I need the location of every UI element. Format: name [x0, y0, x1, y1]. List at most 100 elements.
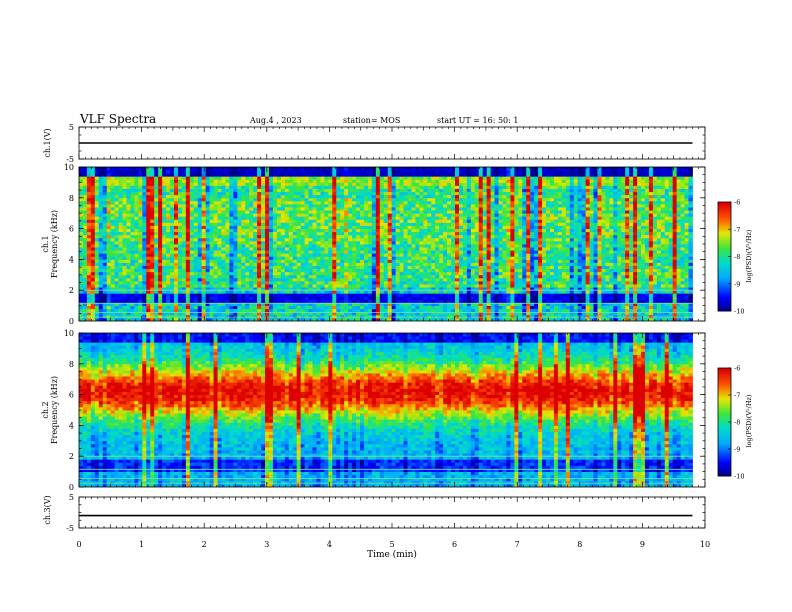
spectrogram-cell: [371, 234, 377, 239]
spectrogram-cell: [118, 216, 123, 220]
spectrogram-cell: [185, 317, 191, 321]
spectrogram-cell: [340, 244, 345, 248]
spectrogram-cell: [415, 262, 420, 266]
spectrogram-cell: [403, 194, 408, 199]
spectrogram-cell: [229, 256, 234, 260]
spectrogram-cell: [205, 247, 211, 251]
spectrogram-cell: [316, 167, 321, 171]
spectrogram-cell: [360, 173, 365, 177]
spectrogram-cell: [126, 231, 131, 236]
spectrogram-cell: [257, 259, 262, 263]
spectrogram-cell: [245, 185, 250, 189]
spectrogram-cell: [308, 234, 313, 239]
spectrogram-cell: [185, 200, 191, 205]
spectrogram-cell: [320, 222, 325, 226]
spectrogram-cell: [225, 244, 230, 248]
spectrogram-cell: [154, 314, 159, 319]
spectrogram-cell: [407, 240, 412, 245]
spectrogram-cell: [431, 256, 436, 260]
spectrogram-cell: [312, 293, 317, 297]
spectrogram-cell: [98, 277, 104, 282]
spectrogram-cell: [300, 200, 306, 205]
spectrogram-cell: [122, 265, 127, 270]
spectrogram-cell: [407, 167, 412, 171]
spectrogram-cell: [292, 290, 298, 294]
spectrogram-cell: [312, 311, 317, 316]
spectrogram-cell: [205, 296, 211, 300]
spectrogram-cell: [451, 277, 456, 282]
spectrogram-cell: [110, 170, 116, 174]
spectrogram-cell: [415, 200, 420, 205]
spectrogram-cell: [201, 207, 207, 211]
spectrogram-cell: [265, 228, 270, 233]
spectrogram-cell: [320, 228, 325, 233]
spectrogram-cell: [447, 290, 452, 294]
spectrogram-cell: [371, 317, 377, 321]
spectrogram-cell: [150, 274, 155, 279]
spectrogram-cell: [403, 191, 408, 196]
spectrogram-cell: [102, 240, 108, 245]
spectrogram-cell: [177, 240, 183, 245]
spectrogram-cell: [98, 234, 104, 239]
spectrogram-cell: [181, 250, 187, 254]
spectrogram-cell: [173, 213, 179, 217]
spectrogram-cell: [114, 244, 119, 248]
spectrogram-cell: [86, 262, 92, 266]
spectrogram-cell: [185, 176, 191, 180]
spectrogram-cell: [170, 231, 175, 236]
spectrogram-cell: [324, 314, 329, 319]
spectrogram-cell: [391, 296, 397, 300]
spectrogram-cell: [213, 219, 218, 223]
spectrogram-cell: [98, 302, 104, 306]
spectrogram-cell: [447, 167, 452, 171]
spectrogram-cell: [451, 250, 456, 254]
spectrogram-cell: [451, 308, 456, 313]
spectrogram-cell: [332, 271, 337, 276]
spectrogram-cell: [122, 210, 127, 214]
spectrogram-cell: [142, 290, 147, 294]
spectrogram-cell: [447, 256, 452, 260]
spectrogram-cell: [304, 222, 309, 226]
spectrogram-cell: [427, 287, 432, 291]
spectrogram-cell: [79, 207, 84, 211]
spectrogram-cell: [162, 219, 167, 223]
spectrogram-cell: [395, 274, 400, 279]
spectrogram-cell: [98, 284, 104, 288]
spectrogram-cell: [348, 197, 353, 202]
spectrogram-cell: [170, 262, 175, 266]
spectrogram-cell: [272, 185, 278, 189]
spectrogram-cell: [138, 311, 143, 316]
spectrogram-cell: [90, 317, 96, 321]
spectrogram-cell: [316, 216, 321, 220]
spectrogram-cell: [126, 293, 131, 297]
spectrogram-cell: [150, 170, 155, 174]
spectrogram-cell: [102, 228, 108, 233]
spectrogram-cell: [122, 185, 127, 189]
spectrogram-cell: [375, 203, 381, 208]
spectrogram-cell: [455, 247, 460, 251]
spectrogram-cell: [86, 203, 92, 208]
spectrogram-cell: [170, 308, 175, 313]
spectrogram-cell: [439, 284, 444, 288]
spectrogram-cell: [379, 197, 385, 202]
spectrogram-cell: [360, 182, 365, 186]
spectrogram-cell: [221, 191, 226, 196]
spectrogram-cell: [217, 314, 222, 319]
spectrogram-cell: [367, 240, 373, 245]
spectrogram-cell: [387, 194, 393, 199]
spectrogram-cell: [142, 296, 147, 300]
spectrogram-cell: [249, 240, 254, 245]
spectrogram-cell: [209, 194, 214, 199]
spectrogram-cell: [336, 305, 341, 310]
spectrogram-cell: [162, 200, 167, 205]
spectrogram-cell: [332, 265, 337, 270]
spectrogram-cell: [324, 200, 329, 205]
spectrogram-cell: [312, 244, 317, 248]
spectrogram-cell: [253, 194, 258, 199]
spectrogram-cell: [419, 234, 424, 239]
spectrogram-cell: [138, 262, 143, 266]
spectrogram-cell: [233, 194, 238, 199]
spectrogram-cell: [419, 216, 424, 220]
spectrogram-cell: [134, 237, 139, 242]
spectrogram-cell: [118, 271, 123, 276]
